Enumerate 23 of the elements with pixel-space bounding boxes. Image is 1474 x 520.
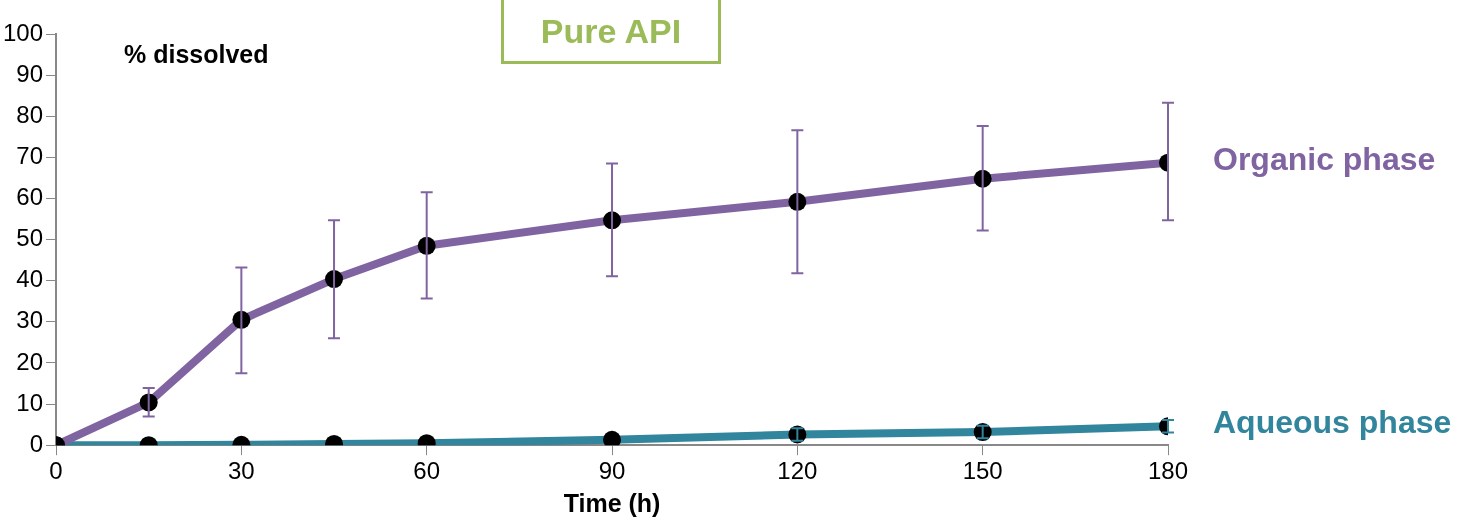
chart-title: Pure API xyxy=(501,0,721,64)
series-label: Organic phase xyxy=(1213,140,1436,177)
y-tick-label: 0 xyxy=(29,429,44,457)
x-tick-label: 180 xyxy=(1147,457,1189,485)
x-tick-label: 120 xyxy=(777,457,818,485)
y-tick-label: 80 xyxy=(16,100,44,128)
series-label: Aqueous phase xyxy=(1213,404,1452,441)
x-axis-title: Time (h) xyxy=(563,488,661,517)
y-tick-label: 30 xyxy=(16,306,44,334)
y-tick-label: 60 xyxy=(16,183,44,211)
y-tick-label: 50 xyxy=(16,224,44,252)
y-tick-label: 20 xyxy=(16,347,44,375)
y-tick-label: 40 xyxy=(16,265,44,293)
x-tick-label: 90 xyxy=(598,457,626,485)
x-tick-label: 0 xyxy=(49,457,63,485)
y-tick-label: 100 xyxy=(3,18,44,46)
x-tick-label: 30 xyxy=(228,457,255,485)
y-tick-label: 70 xyxy=(16,141,44,169)
x-tick-label: 60 xyxy=(413,457,441,485)
y-axis-title: % dissolved xyxy=(124,40,269,69)
y-tick-label: 10 xyxy=(16,388,44,416)
y-tick-label: 90 xyxy=(16,59,44,87)
x-tick-label: 150 xyxy=(962,457,1003,485)
